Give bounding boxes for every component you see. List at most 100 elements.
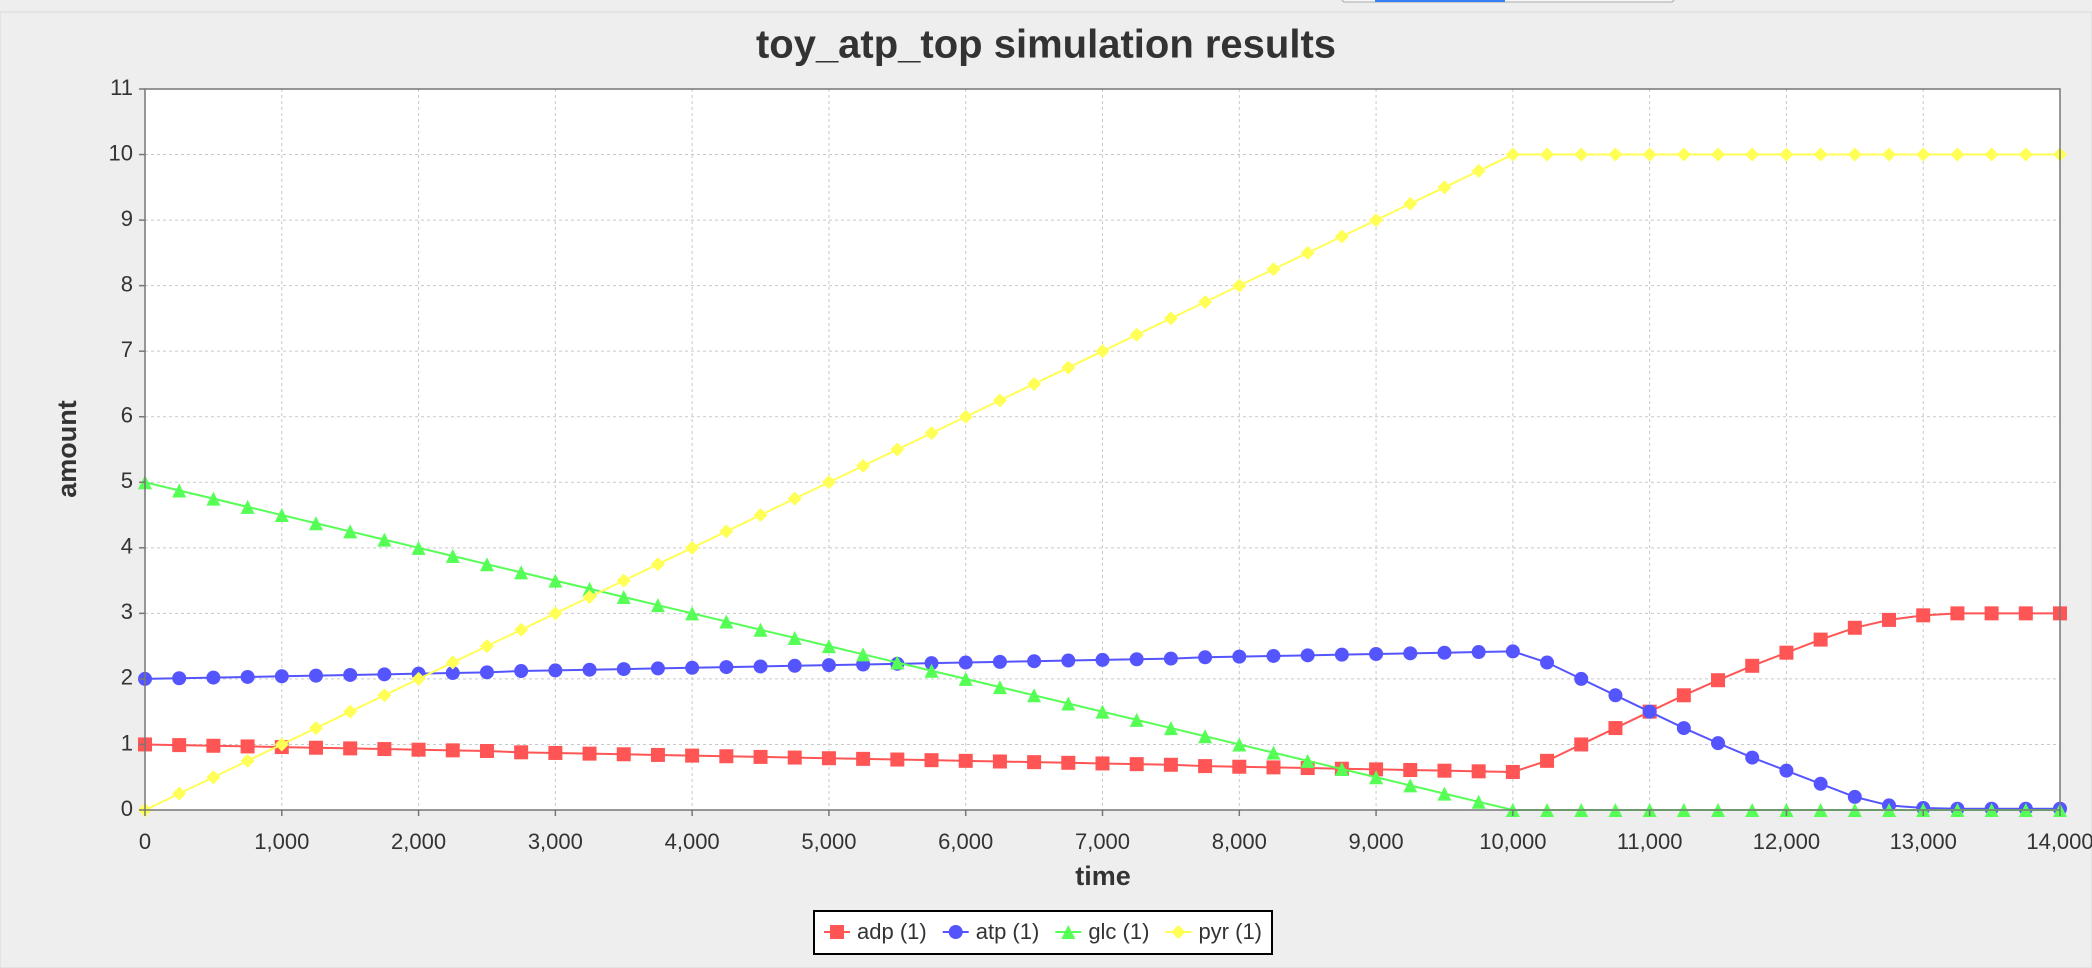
marker (1027, 376, 1042, 391)
x-tick-label: 8,000 (1212, 829, 1267, 854)
x-tick-label: 6,000 (938, 829, 993, 854)
marker (719, 614, 734, 629)
marker (240, 753, 255, 768)
marker (1608, 147, 1623, 162)
marker (1540, 655, 1555, 670)
marker (1198, 650, 1213, 665)
legend-label: atp (1) (976, 919, 1040, 944)
marker (479, 639, 494, 654)
marker (1505, 147, 1520, 162)
marker (445, 666, 460, 681)
marker (992, 393, 1007, 408)
marker (924, 753, 939, 768)
marker (958, 753, 973, 768)
x-tick-label: 13,000 (1890, 829, 1957, 854)
marker (821, 639, 836, 654)
marker (650, 598, 665, 613)
marker (1916, 147, 1931, 162)
marker (343, 704, 358, 719)
legend-item: glc (1) (1055, 919, 1149, 944)
marker (1266, 745, 1281, 760)
marker (650, 557, 665, 572)
marker (479, 665, 494, 680)
marker (1027, 755, 1042, 770)
y-axis-label: amount (52, 400, 82, 498)
marker (856, 647, 871, 662)
marker (616, 573, 631, 588)
marker (719, 524, 734, 539)
x-tick-label: 10,000 (1479, 829, 1546, 854)
marker (1129, 652, 1144, 667)
marker (1437, 786, 1452, 801)
tab-selected (1375, 0, 1505, 2)
marker (1334, 762, 1349, 777)
x-tick-label: 2,000 (391, 829, 446, 854)
marker (411, 540, 426, 555)
marker (650, 661, 665, 676)
marker (1608, 688, 1623, 703)
x-tick-label: 11,000 (1617, 829, 1683, 854)
marker (1027, 688, 1042, 703)
marker (582, 589, 597, 604)
marker (1095, 344, 1110, 359)
marker (411, 671, 426, 686)
marker (958, 671, 973, 686)
marker (821, 475, 836, 490)
x-tick-label: 9,000 (1349, 829, 1404, 854)
marker (1369, 647, 1384, 662)
marker (1095, 756, 1110, 771)
legend-box (813, 910, 1273, 955)
marker (1950, 606, 1965, 621)
y-tick-label: 2 (121, 665, 133, 690)
marker (992, 680, 1007, 695)
legend-item: pyr (1) (1165, 919, 1262, 944)
marker (1198, 295, 1213, 310)
marker (1437, 763, 1452, 778)
marker (206, 770, 221, 785)
marker (1779, 645, 1794, 660)
marker (685, 606, 700, 621)
marker (1300, 753, 1315, 768)
marker (1232, 278, 1247, 293)
marker (616, 662, 631, 677)
marker (514, 565, 529, 580)
marker (1779, 763, 1794, 778)
marker (1642, 147, 1657, 162)
marker (2018, 147, 2033, 162)
y-tick-label: 1 (121, 730, 133, 755)
marker (445, 743, 460, 758)
x-axis-label: time (1075, 861, 1131, 891)
marker (1642, 704, 1657, 719)
marker (1813, 147, 1828, 162)
marker (787, 630, 802, 645)
y-tick-label: 0 (121, 796, 133, 821)
marker (1266, 760, 1281, 775)
marker (616, 589, 631, 604)
marker (719, 660, 734, 675)
marker (890, 655, 905, 670)
marker (377, 532, 392, 547)
marker (958, 655, 973, 670)
marker (1061, 755, 1076, 770)
marker (830, 925, 844, 939)
axes: 0 1 2 3 4 5 6 7 8 9 10 11 0 1,000 2,000 3,000 4,000 5,000… (109, 75, 2092, 854)
marker (240, 739, 255, 754)
marker (514, 664, 529, 679)
marker (1129, 712, 1144, 727)
marker (343, 741, 358, 756)
marker (1266, 262, 1281, 277)
marker (1061, 653, 1076, 668)
marker (1163, 757, 1178, 772)
marker (1540, 147, 1555, 162)
marker (1779, 147, 1794, 162)
marker (1403, 778, 1418, 793)
x-tick-label: 0 (139, 829, 151, 854)
marker (1882, 612, 1897, 627)
marker (343, 667, 358, 682)
marker (1847, 147, 1862, 162)
marker (1471, 163, 1486, 178)
marker (890, 442, 905, 457)
marker (548, 573, 563, 588)
marker (1300, 648, 1315, 663)
